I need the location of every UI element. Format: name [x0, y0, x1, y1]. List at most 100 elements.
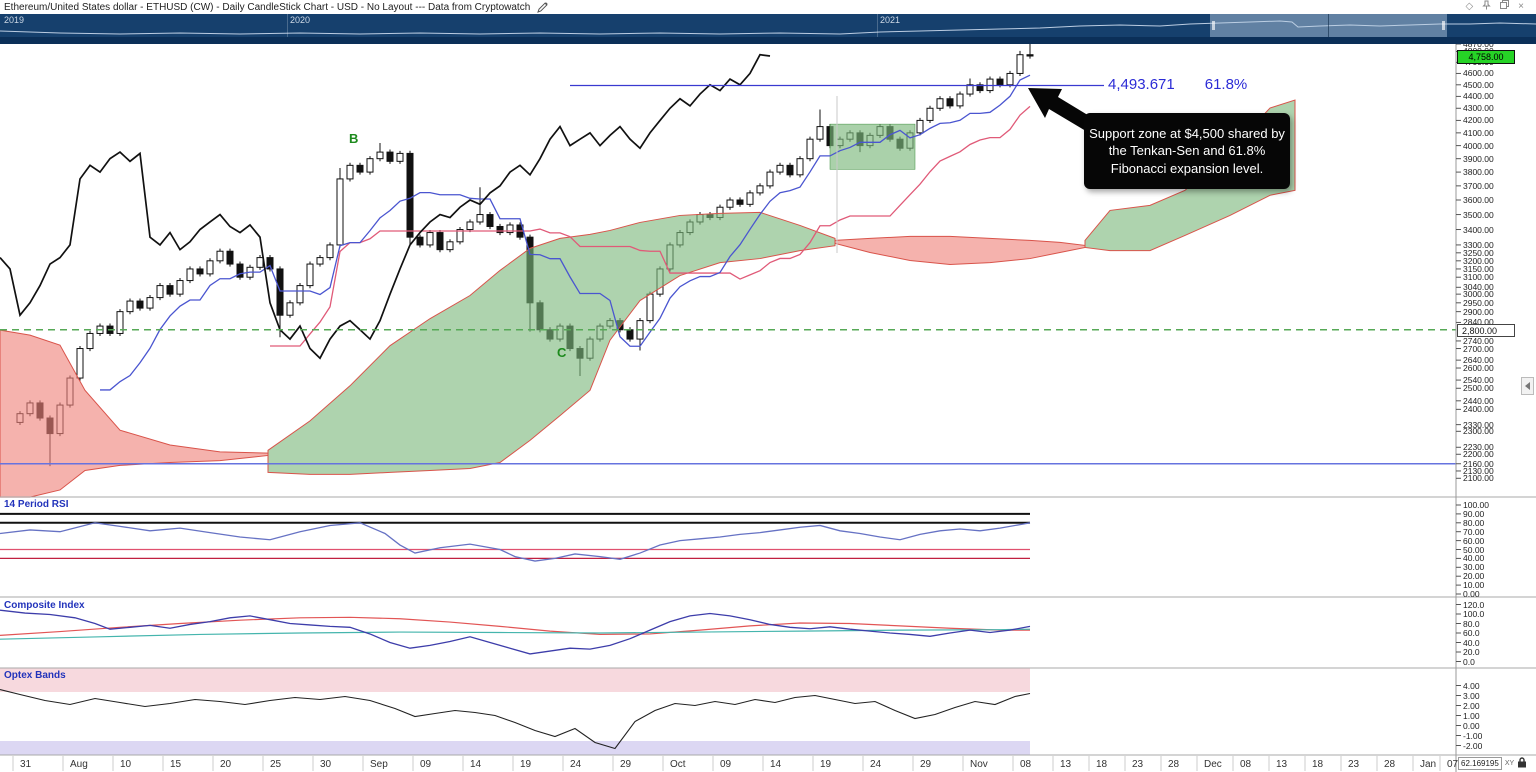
indicator-tick-label: 3.00 [1463, 690, 1480, 701]
candle [796, 158, 804, 176]
price-tick-label: 3500.00 [1463, 209, 1494, 220]
price-tick-label: 2200.00 [1463, 449, 1494, 460]
time-tick-label: 30 [320, 759, 332, 770]
price-tick-label: 2640.00 [1463, 355, 1494, 366]
kijun-sen-line [270, 105, 1031, 347]
candle [1006, 72, 1014, 86]
candle [316, 257, 324, 265]
candle [956, 93, 964, 107]
price-tick-label: 2230.00 [1463, 442, 1494, 453]
current-price-label: 4,758.00 [1457, 50, 1515, 64]
optex-line [0, 688, 1031, 750]
price-tick-label: 2950.00 [1463, 297, 1494, 308]
candle [336, 178, 344, 246]
candle [86, 332, 94, 350]
nav-selection-handle[interactable] [1212, 21, 1215, 30]
candle [996, 78, 1004, 86]
candle [786, 164, 794, 176]
time-tick-label: 23 [1132, 759, 1144, 770]
indicator-tick-label: 4.00 [1463, 680, 1480, 691]
lock-icon[interactable] [1517, 757, 1527, 770]
price-tick-label: 3150.00 [1463, 263, 1494, 274]
indicator-tick-label: 100.0 [1463, 609, 1485, 619]
price-tick-label: 3900.00 [1463, 153, 1494, 164]
restore-window-icon[interactable] [1500, 0, 1510, 14]
indicator-tick-label: 0.00 [1463, 720, 1480, 731]
indicator-tick-label: 20.0 [1463, 647, 1480, 657]
time-tick-label: 19 [520, 759, 532, 770]
candle [1016, 54, 1024, 74]
consolidation-highlight [829, 123, 916, 170]
price-tick-label: 2100.00 [1463, 473, 1494, 484]
price-tick-label: 3300.00 [1463, 239, 1494, 250]
time-tick-label: Aug [70, 759, 88, 770]
candle [306, 263, 314, 287]
candle [776, 164, 784, 173]
composite-panel-label: Composite Index [4, 600, 85, 611]
optex-upper-band [0, 668, 1030, 692]
price-tick-label: 3000.00 [1463, 289, 1494, 300]
timeline-navigator[interactable]: 2019 2020 2021 [0, 14, 1536, 44]
candle [236, 263, 244, 278]
time-tick-label: Nov [970, 759, 988, 770]
indicator-tick-label: -2.00 [1463, 740, 1483, 751]
price-tick-label: 2700.00 [1463, 343, 1494, 354]
indicator-tick-label: 0.00 [1463, 589, 1480, 599]
candle [936, 98, 944, 109]
price-tick-label: 2840.00 [1463, 317, 1494, 328]
candle [146, 297, 154, 309]
time-tick-label: 31 [20, 759, 32, 770]
time-tick-label: 14 [470, 759, 482, 770]
price-tick-label: 3200.00 [1463, 255, 1494, 266]
indicator-tick-label: 60.00 [1463, 535, 1485, 546]
indicator-tick-label: 40.0 [1463, 637, 1480, 648]
candle [486, 214, 494, 227]
pin-icon[interactable] [1482, 0, 1491, 15]
chikou-span-line [0, 53, 771, 360]
collapse-axis-arrow[interactable] [1521, 377, 1534, 395]
candle [286, 302, 294, 316]
nav-selection-handle[interactable] [1442, 21, 1445, 30]
price-tick-label: 2500.00 [1463, 383, 1494, 394]
close-icon[interactable]: × [1518, 1, 1524, 12]
candle [206, 260, 214, 275]
candle [416, 236, 424, 246]
layout-diamond-icon[interactable]: ◇ [1465, 1, 1474, 12]
candle [156, 285, 164, 299]
composite-index-line [0, 609, 1031, 655]
price-tick-label: 3040.00 [1463, 282, 1494, 293]
indicator-tick-label: 2.00 [1463, 700, 1480, 711]
price-tick-label: 3100.00 [1463, 272, 1494, 283]
price-tick-label: 4600.00 [1463, 68, 1494, 79]
price-tick-label: 4400.00 [1463, 91, 1494, 102]
price-tick-label: 2300.00 [1463, 426, 1494, 437]
candle [426, 232, 434, 246]
candle [626, 329, 634, 340]
indicator-tick-label: 30.00 [1463, 562, 1485, 573]
candle [376, 151, 384, 160]
ichimoku-cloud-red [0, 329, 269, 498]
chart-title: Ethereum/United States dollar - ETHUSD (… [4, 1, 531, 13]
candle [296, 285, 304, 304]
time-tick-label: Oct [670, 759, 686, 770]
price-tick-label: 4870.00 [1463, 39, 1494, 49]
candle [506, 224, 514, 234]
indicator-tick-label: -1.00 [1463, 730, 1483, 741]
rsi-line [0, 522, 1031, 562]
time-tick-label: 13 [1060, 759, 1072, 770]
readout-xy-toggle[interactable]: XY [1504, 760, 1515, 767]
candle [1026, 54, 1034, 57]
price-tick-label: 4500.00 [1463, 79, 1494, 90]
time-tick-label: 29 [620, 759, 632, 770]
candle [436, 232, 444, 251]
tenkan-sen-line [100, 74, 1031, 391]
candle [386, 151, 394, 162]
edit-title-pencil-icon[interactable] [537, 1, 549, 13]
candle [116, 311, 124, 334]
time-tick-label: 13 [1276, 759, 1288, 770]
title-bar: Ethereum/United States dollar - ETHUSD (… [0, 0, 1536, 14]
indicator-tick-label: 90.00 [1463, 508, 1485, 519]
candle [916, 119, 924, 134]
ichimoku-cloud-green [267, 211, 836, 475]
candle [326, 244, 334, 259]
